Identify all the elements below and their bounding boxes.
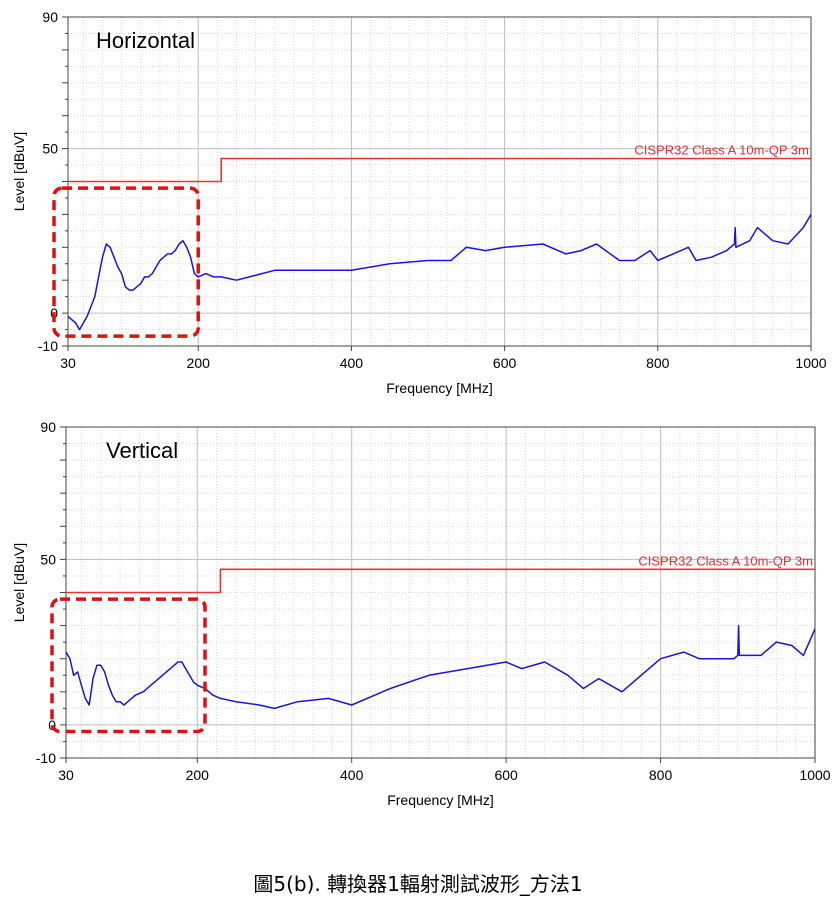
x-axis-label: Frequency [MHz] xyxy=(386,380,493,396)
emission-trace xyxy=(67,214,812,331)
x-tick-label: 800 xyxy=(649,767,673,783)
x-tick-label: 400 xyxy=(340,355,364,371)
y-tick-label: -10 xyxy=(36,750,56,766)
limit-line xyxy=(68,157,811,183)
x-tick-label: 200 xyxy=(186,767,210,783)
x-axis-label: Frequency [MHz] xyxy=(387,792,494,808)
x-tick-label: 600 xyxy=(493,355,517,371)
y-tick-label: 90 xyxy=(40,419,56,435)
figure-caption: 圖5(b). 轉換器1輻射測試波形_方法1 xyxy=(253,872,583,896)
highlight-box xyxy=(50,597,207,734)
y-axis-label: Level [dBuV] xyxy=(11,132,27,211)
highlight-box xyxy=(52,186,200,338)
x-tick-label: 1000 xyxy=(795,355,826,371)
x-tick-label: 200 xyxy=(187,355,211,371)
limit-line-label: CISPR32 Class A 10m-QP 3m xyxy=(638,553,813,568)
y-tick-label: 0 xyxy=(48,717,56,733)
chart-title: Vertical xyxy=(106,438,178,463)
y-tick-label: 50 xyxy=(42,141,58,157)
y-tick-label: 50 xyxy=(40,551,56,567)
x-tick-label: 1000 xyxy=(799,767,830,783)
x-tick-label: 400 xyxy=(340,767,364,783)
x-tick-label: 30 xyxy=(58,767,74,783)
x-tick-label: 800 xyxy=(646,355,670,371)
y-tick-label: 90 xyxy=(42,9,58,25)
x-tick-label: 600 xyxy=(494,767,518,783)
y-tick-label: -10 xyxy=(38,338,58,354)
y-axis-label: Level [dBuV] xyxy=(11,543,27,622)
chart-title: Horizontal xyxy=(96,28,195,53)
limit-line-label: CISPR32 Class A 10m-QP 3m xyxy=(634,142,809,157)
x-tick-label: 30 xyxy=(60,355,76,371)
emission-trace xyxy=(65,624,816,710)
limit-line xyxy=(66,568,815,594)
